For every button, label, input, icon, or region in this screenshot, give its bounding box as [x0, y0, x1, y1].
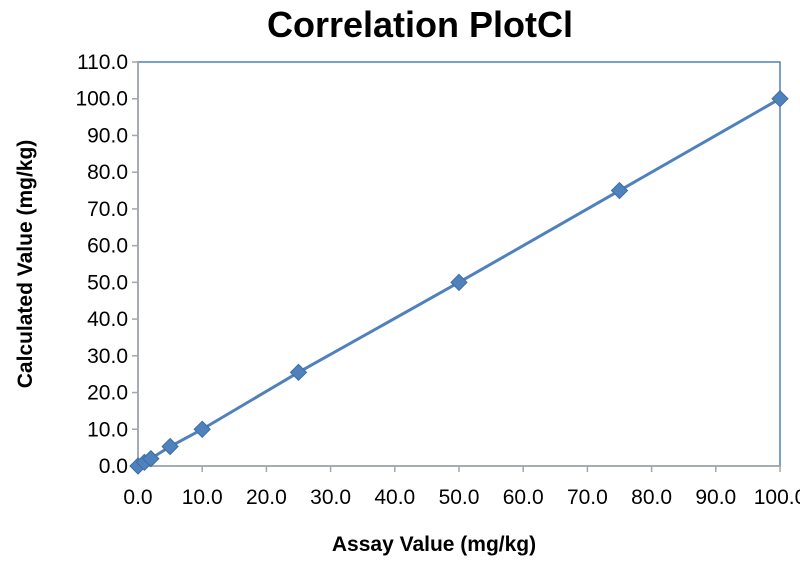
y-tick-label: 110.0	[77, 51, 128, 74]
y-tick-label: 0.0	[99, 455, 128, 478]
data-point	[771, 90, 789, 108]
x-tick-label: 70.0	[567, 486, 608, 509]
y-tick-label: 60.0	[87, 235, 128, 258]
x-tick-label: 90.0	[695, 486, 736, 509]
chart-title: Correlation PlotCl	[267, 4, 573, 45]
y-tick-label: 50.0	[87, 271, 128, 294]
x-tick-label: 0.0	[123, 486, 152, 509]
x-tick-label: 20.0	[246, 486, 287, 509]
y-tick-label: 100.0	[75, 88, 128, 111]
data-point	[450, 273, 468, 292]
y-tick-label: 70.0	[87, 198, 128, 221]
series-layer	[129, 90, 789, 475]
y-axis-ticks: 0.0 10.0 20.0 30.0 40.0 50.0 60.0 70.0 80.0 90.0 1…	[75, 51, 138, 478]
x-axis-title: Assay Value (mg/kg)	[332, 533, 536, 556]
y-tick-label: 10.0	[87, 418, 128, 441]
x-tick-label: 80.0	[631, 486, 672, 509]
x-axis-ticks: 0.0 10.0 20.0 30.0 40.0 50.0 60.0 70.0 80.0 90.0 1…	[123, 466, 800, 509]
data-point	[289, 363, 308, 382]
data-point	[193, 420, 211, 438]
data-point	[161, 437, 179, 456]
y-tick-label: 90.0	[87, 124, 128, 147]
x-tick-label: 100.0	[754, 486, 800, 509]
x-tick-label: 30.0	[310, 486, 351, 509]
y-axis-title: Calculated Value (mg/kg)	[14, 140, 37, 389]
y-tick-label: 40.0	[87, 308, 128, 331]
data-point	[142, 449, 160, 468]
x-tick-label: 50.0	[439, 486, 480, 509]
x-tick-label: 10.0	[182, 486, 223, 509]
plot-area-border	[137, 61, 781, 467]
x-tick-label: 60.0	[503, 486, 544, 509]
y-tick-label: 80.0	[87, 161, 128, 184]
y-tick-label: 20.0	[87, 382, 128, 405]
x-tick-label: 40.0	[374, 486, 415, 509]
y-tick-label: 30.0	[87, 345, 128, 368]
data-point	[610, 181, 629, 200]
